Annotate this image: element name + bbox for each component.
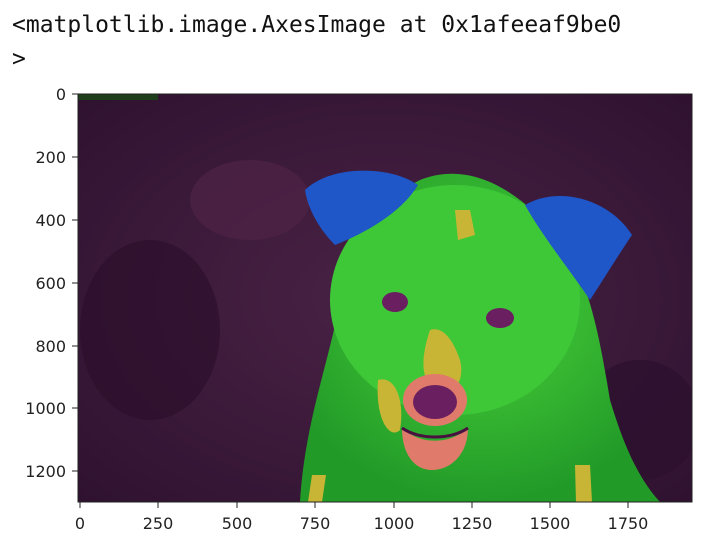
y-axis: 0 200 400 600 800 1000 1200: [25, 85, 78, 481]
output-repr-line2: >: [12, 46, 26, 72]
right-ear: [525, 196, 632, 300]
x-tick-label: 250: [143, 514, 174, 533]
y-tick-label: 600: [35, 274, 66, 293]
y-tick-label: 1000: [25, 399, 66, 418]
y-tick-label: 1200: [25, 462, 66, 481]
axes-frame: [77, 93, 693, 503]
y-tick-label: 0: [56, 85, 66, 104]
x-axis: 0 250 500 750 1000 1250 1500 1750: [75, 502, 648, 533]
x-tick-label: 500: [222, 514, 253, 533]
x-tick-label: 1000: [374, 514, 415, 533]
x-tick-label: 1500: [530, 514, 571, 533]
dog-tongue: [402, 428, 468, 470]
left-ear: [305, 170, 418, 245]
cell-output-text: <matplotlib.image.AxesImage at 0x1afeeaf…: [12, 8, 621, 76]
x-tick-label: 0: [75, 514, 85, 533]
x-tick-label: 750: [300, 514, 331, 533]
puppy-image: [78, 94, 692, 502]
dog-nose: [413, 385, 457, 419]
axes-area: [77, 93, 693, 503]
y-tick-label: 200: [35, 148, 66, 167]
x-tick-label: 1250: [452, 514, 493, 533]
y-tick-label: 400: [35, 211, 66, 230]
output-repr-line1: <matplotlib.image.AxesImage at 0x1afeeaf…: [12, 12, 622, 38]
x-tick-label: 1750: [608, 514, 649, 533]
y-tick-label: 800: [35, 337, 66, 356]
